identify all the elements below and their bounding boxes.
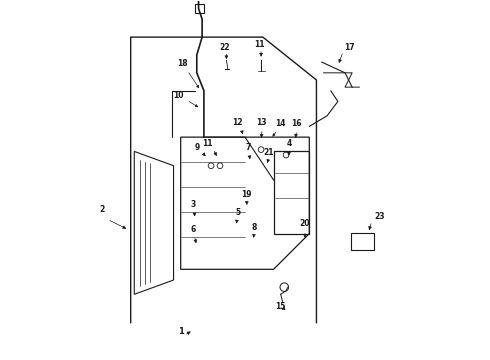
Text: 11: 11 <box>202 139 213 148</box>
Text: 7: 7 <box>246 143 251 152</box>
Text: 16: 16 <box>292 120 302 129</box>
Text: 14: 14 <box>275 119 285 128</box>
Text: 2: 2 <box>99 205 105 214</box>
Text: 12: 12 <box>232 118 243 127</box>
Text: 15: 15 <box>275 302 286 311</box>
FancyBboxPatch shape <box>351 233 374 250</box>
Text: 13: 13 <box>256 118 267 127</box>
Text: 1: 1 <box>178 327 184 336</box>
Text: 19: 19 <box>242 190 252 199</box>
Text: 8: 8 <box>251 223 257 232</box>
Text: 9: 9 <box>194 143 199 152</box>
Text: 22: 22 <box>220 42 230 51</box>
Text: 20: 20 <box>300 220 310 229</box>
Text: 18: 18 <box>177 59 199 88</box>
Text: 23: 23 <box>374 212 385 221</box>
FancyBboxPatch shape <box>195 4 204 13</box>
Text: 3: 3 <box>191 200 196 209</box>
Text: 5: 5 <box>235 208 241 217</box>
Text: 10: 10 <box>173 91 197 107</box>
Text: 4: 4 <box>287 139 292 148</box>
Text: 17: 17 <box>344 42 355 51</box>
Text: 11: 11 <box>254 40 265 49</box>
Text: 6: 6 <box>191 225 196 234</box>
Text: 21: 21 <box>263 148 273 157</box>
